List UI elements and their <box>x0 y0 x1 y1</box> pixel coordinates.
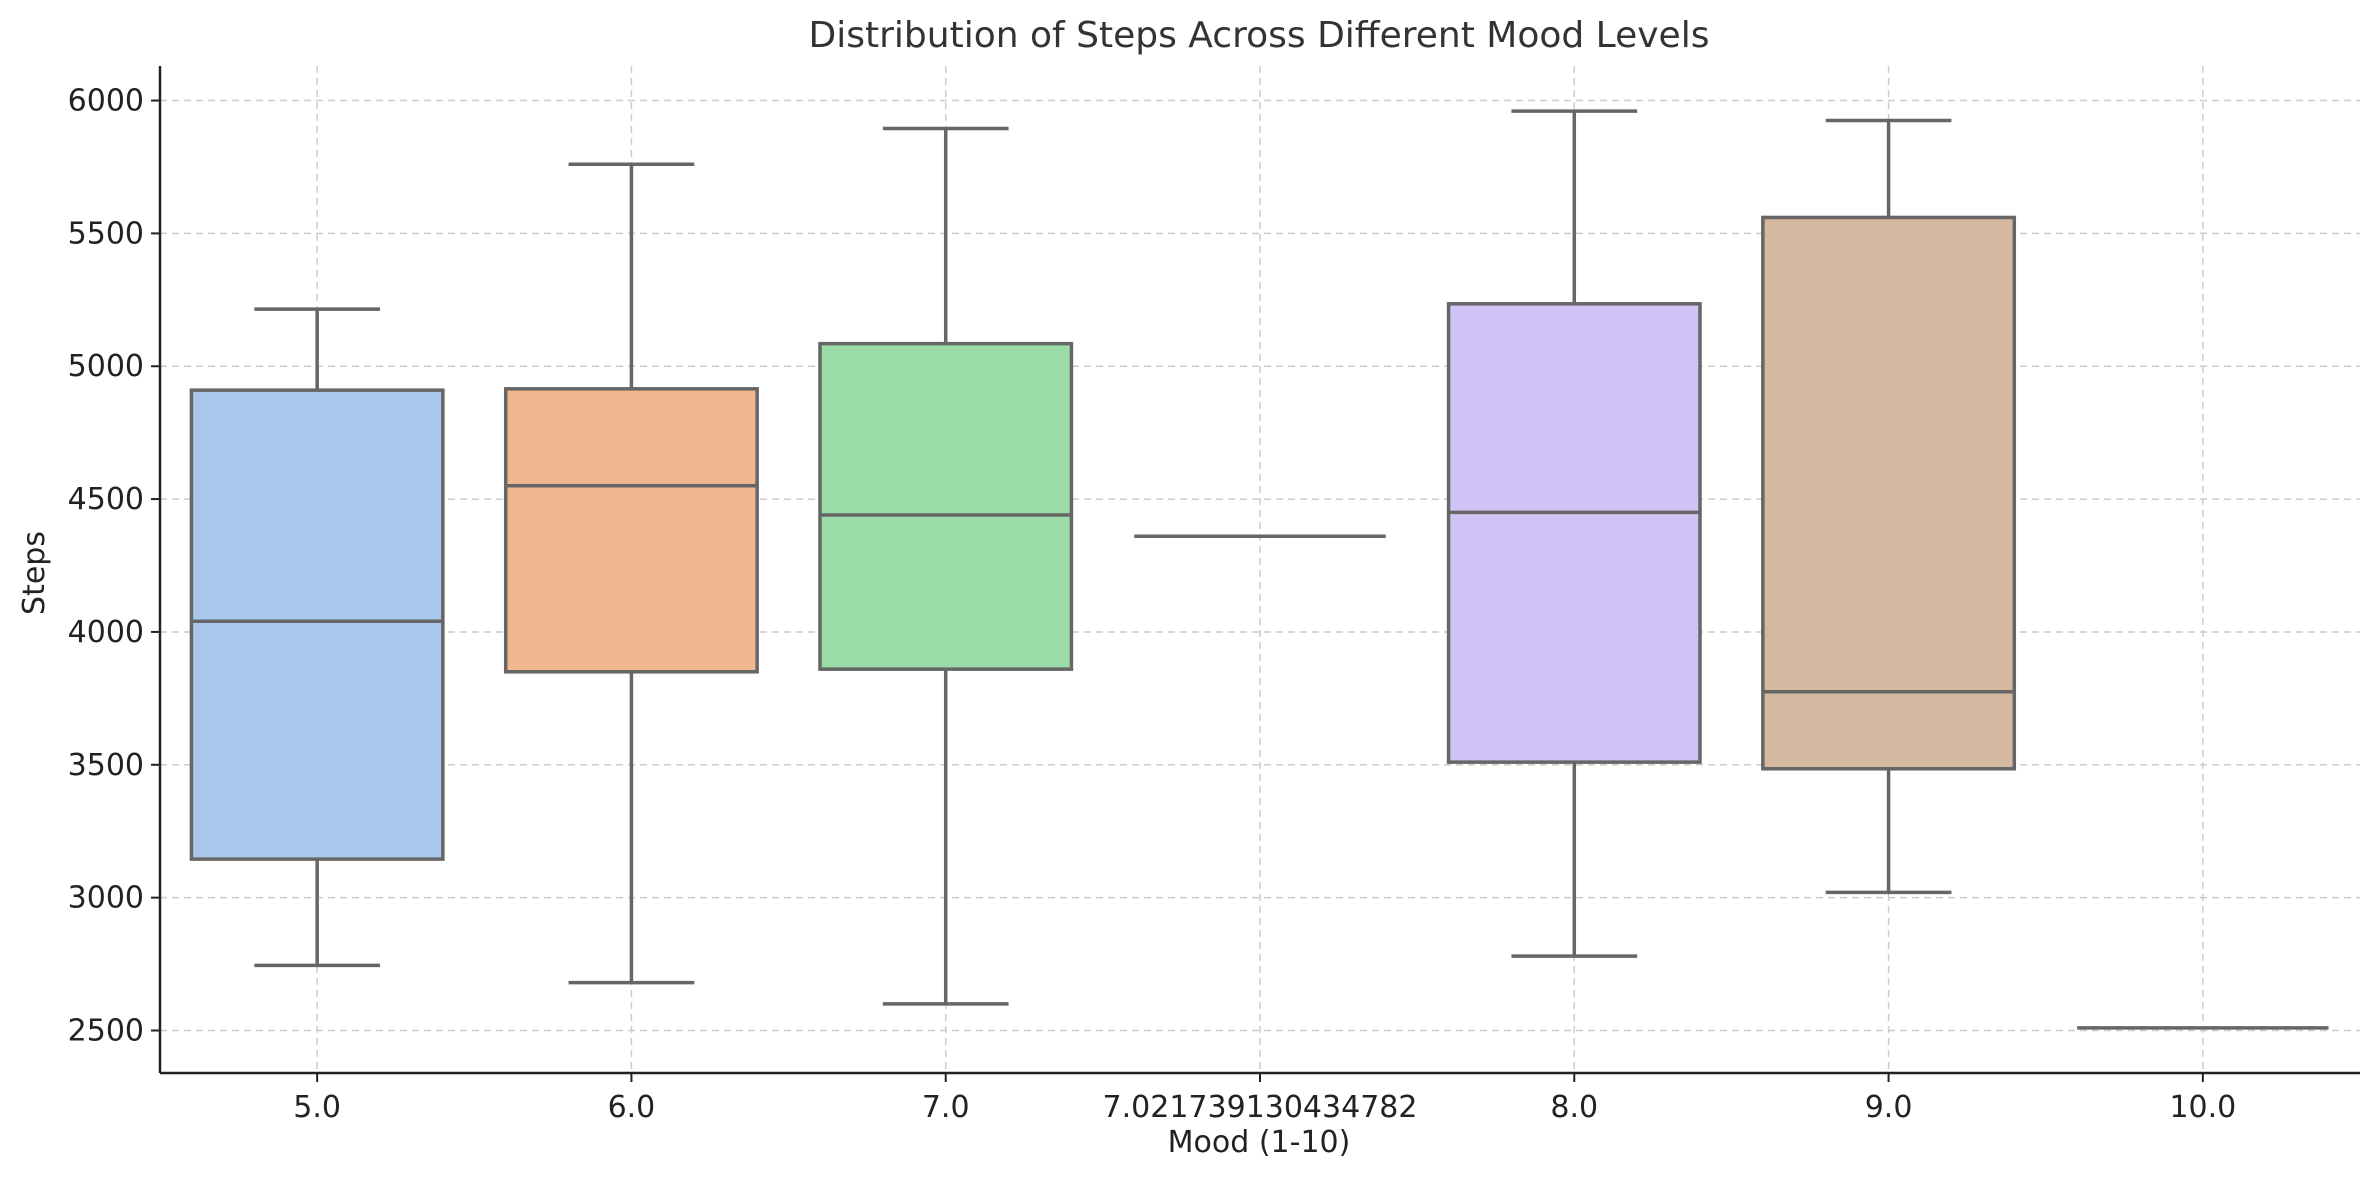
x-tick-label: 7.0 <box>922 1090 970 1125</box>
x-tick-label: 10.0 <box>2169 1090 2236 1125</box>
box-body <box>818 341 1074 671</box>
y-axis-label: Steps <box>17 531 52 615</box>
box-group <box>1761 118 2017 895</box>
y-tick-label: 4000 <box>68 615 144 650</box>
y-tick-label: 6000 <box>68 84 144 119</box>
box-group <box>1446 109 1702 958</box>
x-axis-label: Mood (1-10) <box>1168 1125 1351 1160</box>
axes: 2500 3000 3500 4000 4500 5000 5500 6000 5.0 6.0 7.… <box>68 66 2360 1125</box>
y-tick-label: 5500 <box>68 216 144 251</box>
y-tick-label: 5000 <box>68 349 144 384</box>
y-tick-label: 3000 <box>68 881 144 916</box>
box-body <box>189 388 445 861</box>
y-tick-label: 3500 <box>68 748 144 783</box>
box-body <box>503 387 759 674</box>
box-group <box>818 126 1074 1006</box>
x-tick-label: 8.0 <box>1550 1090 1598 1125</box>
box-group <box>189 307 445 968</box>
box-body <box>1761 215 2017 771</box>
box-body <box>1446 302 1702 764</box>
grid <box>160 66 2360 1073</box>
x-tick-label: 5.0 <box>293 1090 341 1125</box>
x-tick-label: 9.0 <box>1865 1090 1913 1125</box>
chart-title: Distribution of Steps Across Different M… <box>809 15 1710 56</box>
box-group <box>503 162 759 985</box>
y-tick-label: 2500 <box>68 1013 144 1048</box>
y-tick-label: 4500 <box>68 482 144 517</box>
boxes <box>189 109 2329 1030</box>
x-tick-label: 6.0 <box>608 1090 656 1125</box>
x-tick-label: 7.021739130434782 <box>1103 1090 1418 1125</box>
